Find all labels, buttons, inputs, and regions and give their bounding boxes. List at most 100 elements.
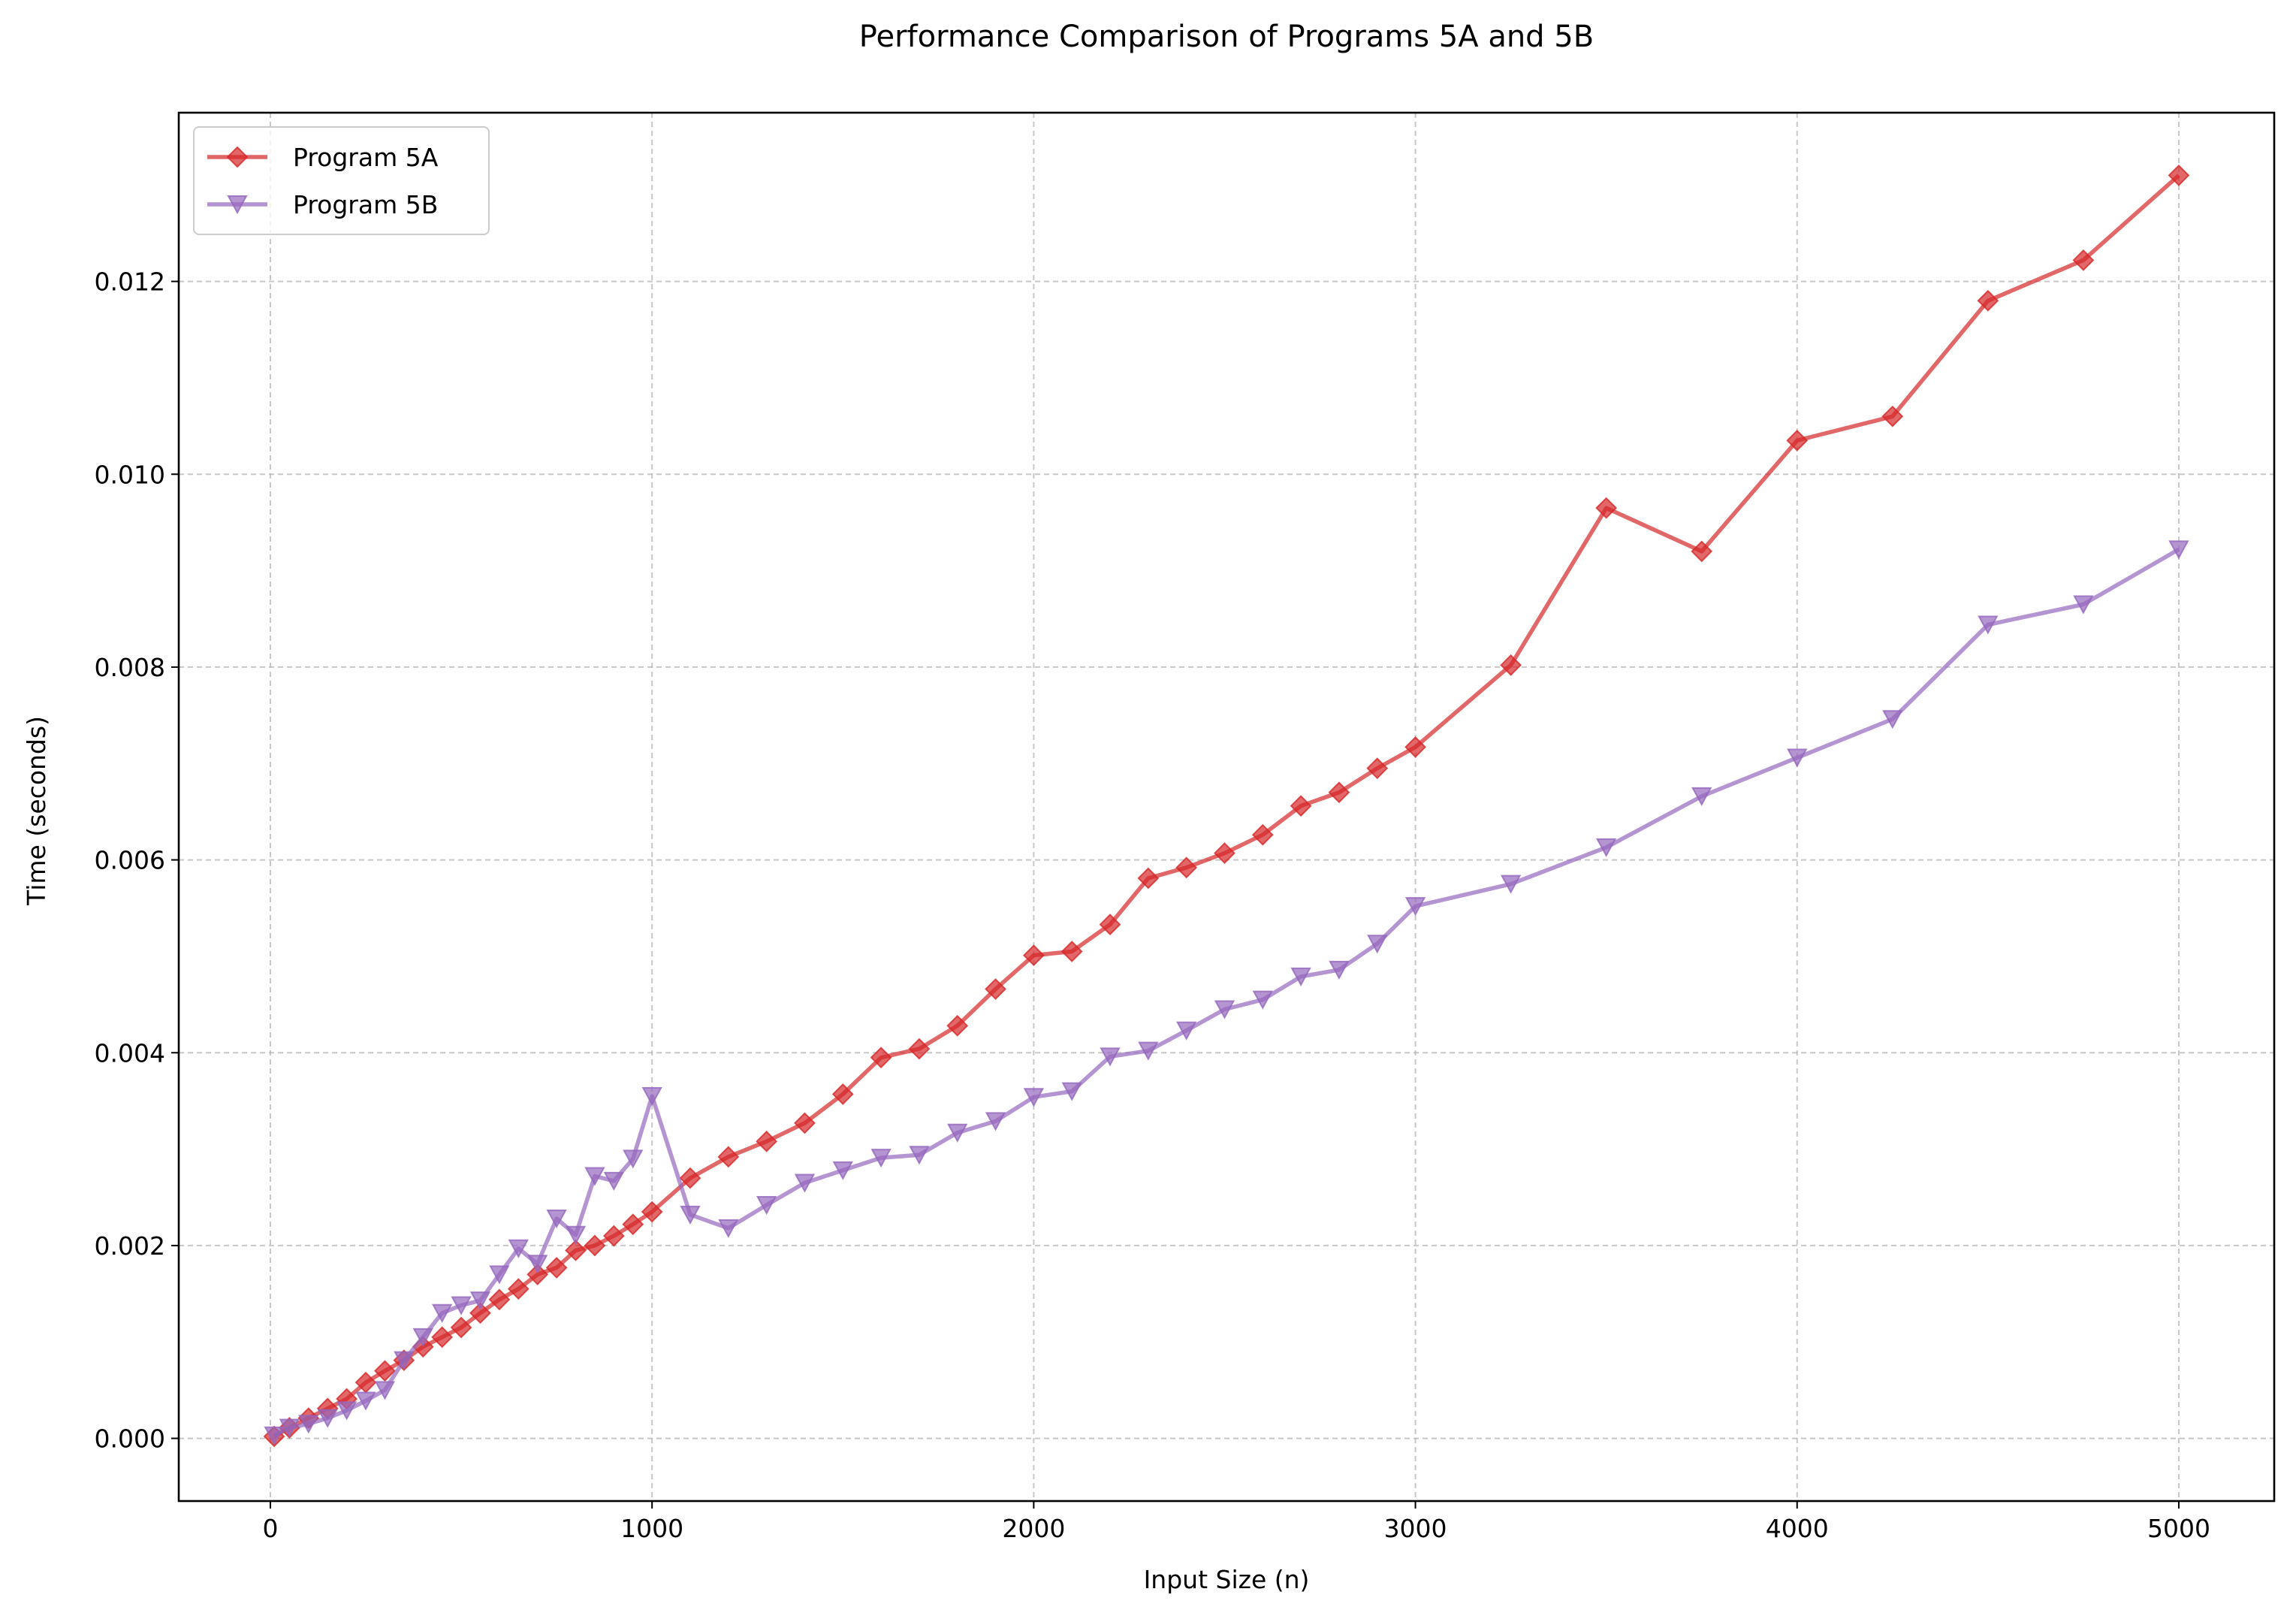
data-point-program-5a [1977, 289, 1999, 312]
data-point-program-5b [2073, 595, 2094, 615]
plot-frame [177, 111, 2276, 1503]
data-point-program-5a [1881, 405, 1904, 427]
y-tick-label: 0.002 [95, 1231, 165, 1261]
data-point-program-5a [1404, 736, 1426, 758]
data-point-program-5a [717, 1146, 740, 1168]
data-point-program-5b [546, 1209, 567, 1229]
data-point-program-5b [1138, 1041, 1159, 1061]
data-point-program-5b [718, 1219, 739, 1238]
data-point-program-5b [1175, 1021, 1197, 1041]
data-point-program-5b [412, 1328, 433, 1347]
data-point-program-5b [565, 1225, 587, 1245]
y-axis-title: Time (seconds) [22, 716, 51, 906]
data-point-program-5a [2168, 165, 2190, 186]
data-point-program-5b [680, 1205, 701, 1225]
y-tick-label: 0.012 [95, 267, 165, 297]
y-tick-label: 0.006 [95, 846, 165, 875]
data-point-program-5a [756, 1130, 778, 1152]
data-point-program-5a [870, 1047, 892, 1069]
data-point-program-5b [264, 1426, 285, 1445]
data-point-program-5b [1061, 1082, 1082, 1101]
x-tick-label: 0 [262, 1514, 278, 1543]
legend-label-program-5a: Program 5A [293, 143, 439, 172]
data-point-program-5a [374, 1360, 396, 1382]
data-point-program-5a [1137, 867, 1160, 890]
data-point-program-5a [1214, 842, 1235, 865]
data-point-program-5b [641, 1087, 662, 1107]
data-point-program-5a [794, 1112, 816, 1134]
x-tick-label: 4000 [1766, 1514, 1829, 1543]
data-point-program-5a [584, 1234, 606, 1257]
x-tick-label: 5000 [2147, 1514, 2210, 1543]
data-point-program-5b [1882, 710, 1903, 729]
data-point-program-5a [1022, 944, 1045, 967]
x-tick-label: 1000 [620, 1514, 683, 1543]
data-point-program-5b [756, 1196, 777, 1216]
data-point-program-5a [1175, 856, 1198, 879]
data-point-program-5b [1595, 838, 1617, 857]
data-point-program-5b [451, 1296, 472, 1315]
series-program-5b [264, 540, 2189, 1445]
data-point-program-5b [603, 1171, 625, 1192]
data-point-program-5a [431, 1326, 454, 1349]
data-point-program-5b [1252, 990, 1273, 1010]
y-tick-label: 0.010 [95, 460, 165, 489]
data-point-program-5a [1691, 540, 1713, 563]
data-point-program-5b [832, 1161, 853, 1180]
data-point-program-5b [623, 1149, 644, 1169]
data-point-program-5a [1251, 823, 1274, 846]
data-point-program-5a [908, 1038, 931, 1060]
data-point-program-5b [1787, 748, 1808, 768]
data-point-program-5b [317, 1409, 338, 1428]
legend: Program 5A Program 5B [193, 126, 490, 235]
x-tick-label: 3000 [1384, 1514, 1447, 1543]
data-point-program-5a [488, 1288, 511, 1311]
y-tick-label: 0.004 [95, 1038, 165, 1068]
data-point-program-5b [1978, 615, 1999, 635]
data-point-program-5a [545, 1257, 568, 1279]
data-point-program-5a [507, 1278, 529, 1300]
data-point-program-5a [1500, 654, 1522, 676]
data-point-program-5b [1404, 897, 1426, 917]
data-point-program-5b [870, 1149, 892, 1168]
data-point-program-5a [1061, 941, 1083, 962]
data-point-program-5a [622, 1213, 644, 1236]
data-point-program-5b [431, 1303, 453, 1323]
series-layer [263, 165, 2190, 1448]
data-point-program-5a [450, 1316, 472, 1339]
data-point-program-5a [2072, 249, 2095, 271]
data-point-program-5b [355, 1391, 376, 1411]
data-point-program-5b [985, 1112, 1006, 1131]
data-point-program-5a [469, 1302, 491, 1324]
data-point-program-5b [909, 1146, 930, 1165]
data-point-program-5b [1329, 960, 1350, 980]
data-point-program-5a [1328, 781, 1350, 804]
legend-label-program-5b: Program 5B [293, 190, 438, 219]
data-point-program-5a [679, 1167, 701, 1189]
data-point-program-5a [641, 1201, 663, 1223]
data-point-program-5b [374, 1381, 396, 1400]
data-point-program-5b [279, 1418, 300, 1438]
data-point-program-5a [1099, 914, 1121, 935]
data-point-program-5a [985, 978, 1006, 1000]
data-point-program-5b [298, 1415, 319, 1434]
data-point-program-5b [1023, 1088, 1045, 1107]
y-tick-label: 0.008 [95, 653, 165, 682]
data-point-program-5b [947, 1123, 968, 1143]
data-point-program-5a [1786, 429, 1809, 452]
x-tick-label: 2000 [1002, 1514, 1065, 1543]
data-point-program-5b [394, 1351, 415, 1370]
data-point-program-5b [1500, 874, 1522, 894]
legend-marker-program-5b [227, 195, 248, 215]
data-point-program-5b [584, 1167, 605, 1186]
data-point-program-5b [469, 1291, 491, 1311]
data-point-program-5b [489, 1265, 510, 1285]
data-point-program-5b [794, 1173, 816, 1193]
data-point-program-5b [527, 1255, 548, 1274]
data-point-program-5b [1367, 935, 1388, 954]
data-point-program-5a [565, 1239, 587, 1261]
data-point-program-5a [1366, 757, 1389, 780]
